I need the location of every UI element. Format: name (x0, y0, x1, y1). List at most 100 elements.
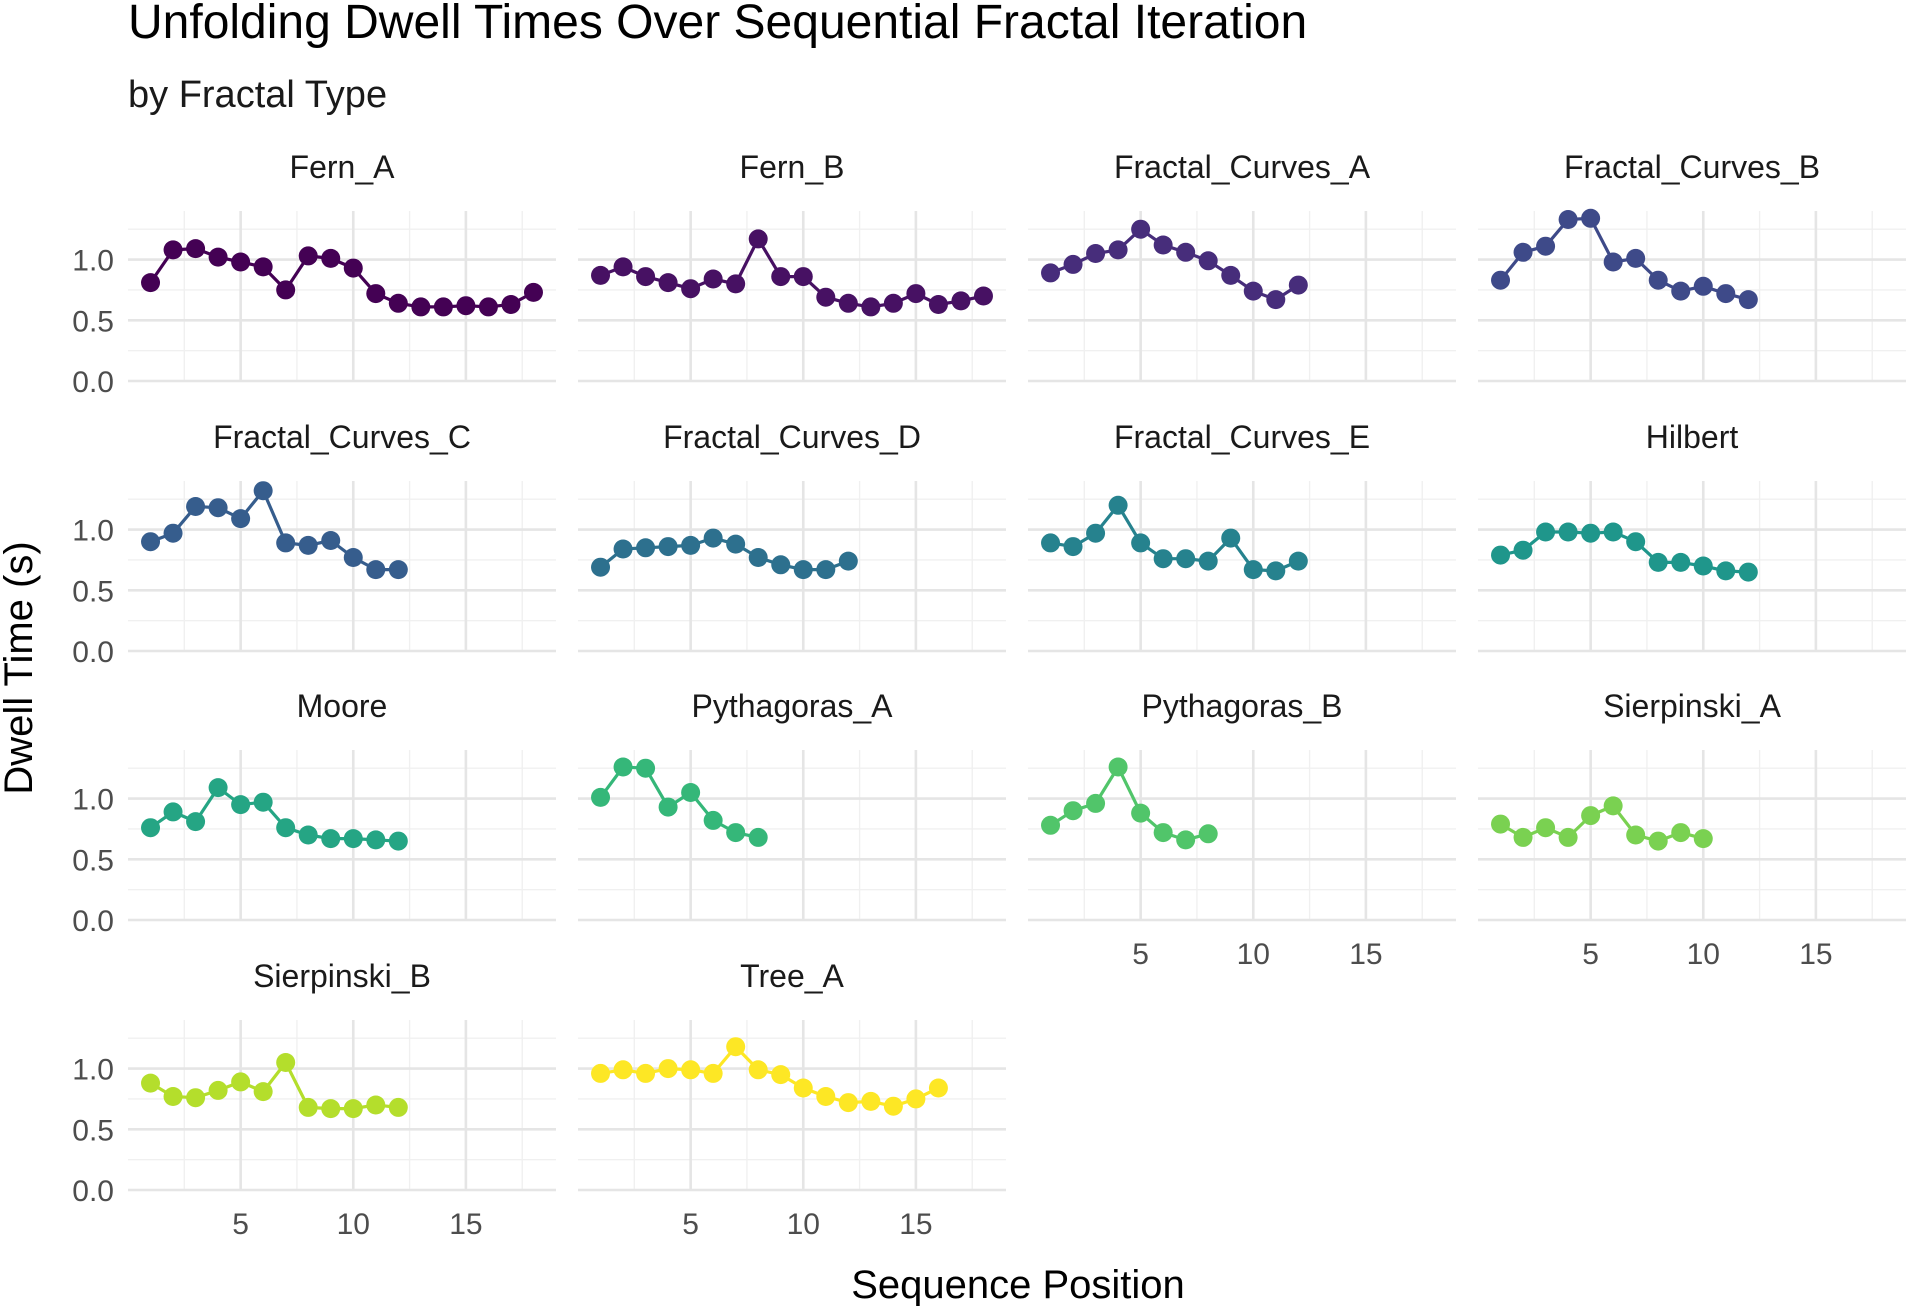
data-point (1086, 244, 1106, 263)
data-point (883, 1096, 903, 1116)
data-point (658, 797, 678, 817)
x-tick-label: 10 (1687, 938, 1720, 971)
data-point (1603, 522, 1623, 542)
data-point (1738, 290, 1758, 310)
data-point (1513, 827, 1533, 847)
data-point (1581, 806, 1601, 826)
data-point (321, 1099, 341, 1119)
data-point (1153, 823, 1173, 843)
data-point (636, 1063, 656, 1083)
data-point (681, 1060, 701, 1080)
data-point (1716, 561, 1736, 581)
data-point (366, 560, 386, 580)
y-tick-label: 1.0 (72, 784, 114, 817)
facet-fractal-curves-d: Fractal_Curves_D (578, 419, 1006, 653)
facet-fractal-curves-c: Fractal_Curves_C 0.0 0.5 1.0 (72, 419, 556, 669)
x-tick-label: 10 (1237, 938, 1270, 971)
x-tick-label: 5 (232, 1208, 249, 1241)
chart-subtitle: by Fractal Type (128, 74, 387, 116)
data-point (163, 802, 183, 822)
data-point (1041, 533, 1061, 553)
data-point (1648, 270, 1668, 290)
facet-sierpinski-b: Sierpinski_B 0.0 0.5 1.0 5 10 15 (72, 958, 556, 1241)
data-point (748, 827, 768, 847)
data-point (253, 257, 273, 277)
data-point (906, 284, 926, 304)
facet-strip-label: Fractal_Curves_A (1114, 149, 1371, 185)
data-point (388, 293, 408, 313)
data-point (771, 267, 791, 287)
data-point (1491, 270, 1511, 290)
facet-fractal-curves-b: Fractal_Curves_B (1478, 149, 1906, 383)
data-point (186, 497, 206, 516)
y-axis-title: Dwell Time (s) (0, 541, 41, 794)
data-point (141, 1073, 161, 1093)
data-point (1041, 815, 1061, 835)
data-point (658, 273, 678, 293)
data-point (276, 1053, 296, 1072)
data-point (456, 296, 476, 316)
data-point (793, 267, 813, 287)
series-line (599, 237, 984, 309)
data-point (1266, 290, 1286, 310)
data-point (861, 1091, 881, 1111)
data-point (1288, 551, 1308, 571)
data-point (1243, 560, 1263, 580)
facet-strip-label: Pythagoras_A (691, 688, 893, 724)
data-point (388, 560, 408, 580)
data-point (816, 1087, 836, 1106)
data-point (658, 537, 678, 557)
data-point (1491, 545, 1511, 565)
data-point (928, 295, 948, 314)
data-point (298, 246, 318, 266)
y-tick-label: 0.0 (72, 905, 114, 938)
facet-panels: Fern_A 0.0 0.5 1.0 Fern_B Fractal_Curves_A Fra… (72, 149, 1906, 1241)
data-point (1108, 240, 1128, 260)
y-tick-label: 0.5 (72, 1114, 114, 1147)
series-line (149, 785, 399, 843)
facet-hilbert: Hilbert (1478, 419, 1906, 653)
data-point (1153, 549, 1173, 569)
facet-strip-label: Tree_A (740, 958, 844, 994)
data-point (1581, 208, 1601, 228)
facet-strip-label: Fern_A (290, 149, 396, 185)
data-point (321, 248, 341, 268)
data-point (703, 269, 723, 289)
data-point (636, 758, 656, 778)
data-point (1671, 281, 1691, 301)
data-point (298, 1097, 318, 1117)
data-point (1041, 263, 1061, 283)
data-point (1536, 236, 1556, 256)
facet-strip-label: Hilbert (1646, 419, 1739, 455)
data-point (478, 297, 498, 317)
data-point (1603, 252, 1623, 272)
data-point (973, 286, 993, 306)
series-line (600, 1045, 940, 1108)
data-point (276, 533, 296, 553)
data-point (748, 548, 768, 567)
data-point (681, 783, 701, 802)
data-point (231, 252, 251, 272)
data-point (613, 539, 633, 559)
data-point (523, 282, 543, 302)
facet-sierpinski-a: Sierpinski_A 5 10 15 (1478, 688, 1906, 971)
data-point (771, 1065, 791, 1085)
data-point (658, 1059, 678, 1079)
data-point (253, 1082, 273, 1102)
data-point (613, 257, 633, 277)
data-point (1176, 830, 1196, 850)
data-point (591, 1063, 611, 1083)
series-line (1499, 804, 1704, 843)
data-point (1693, 556, 1713, 576)
data-point (1243, 281, 1263, 301)
data-point (1221, 528, 1241, 548)
data-point (1671, 823, 1691, 843)
data-point (1221, 265, 1241, 285)
data-point (298, 825, 318, 845)
facet-pythagoras-a: Pythagoras_A (578, 688, 1006, 922)
data-point (1063, 537, 1083, 557)
data-point (163, 523, 183, 543)
data-point (1558, 210, 1578, 229)
facet-strip-label: Fractal_Curves_B (1564, 149, 1820, 185)
facet-strip-label: Fractal_Curves_C (213, 419, 471, 455)
